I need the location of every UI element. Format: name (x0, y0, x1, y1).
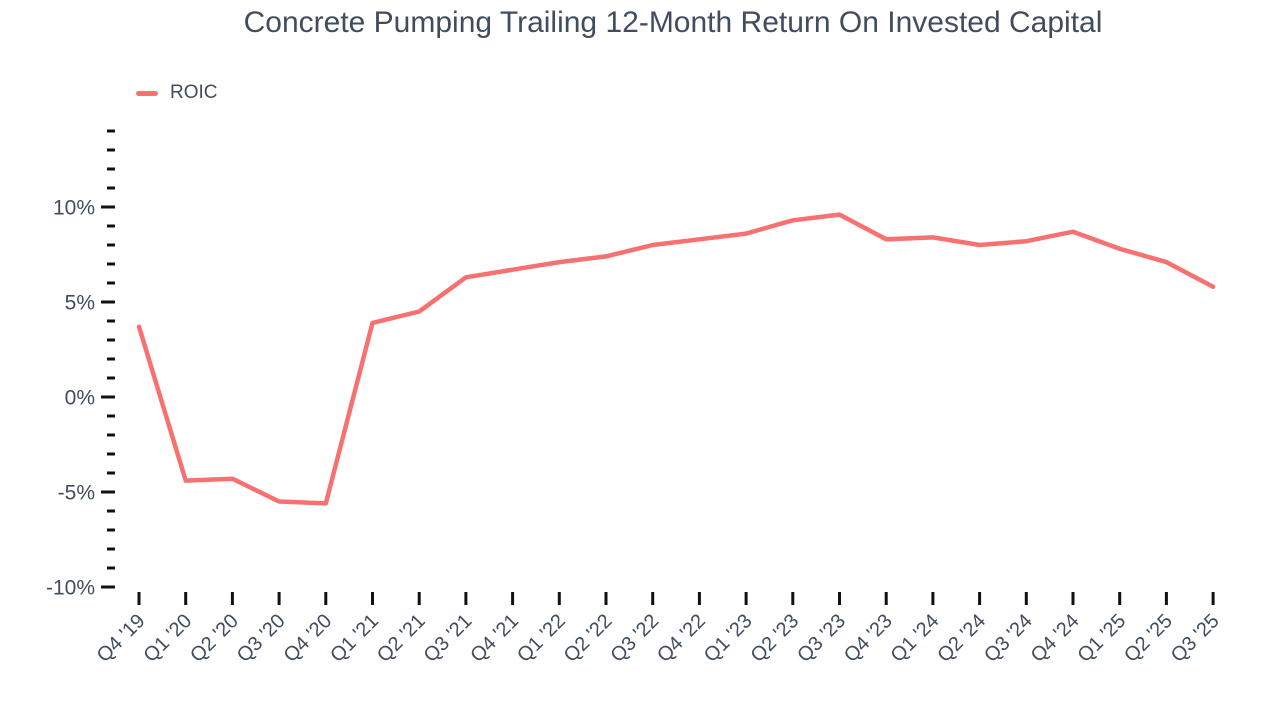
y-axis-label: -10% (46, 577, 95, 600)
x-axis-label: Q2 '25 (1120, 610, 1177, 667)
x-axis-label: Q4 '20 (280, 610, 337, 667)
x-axis-label: Q3 '20 (233, 610, 290, 667)
series-line (136, 212, 1216, 506)
x-axis-label: Q2 '22 (560, 610, 617, 667)
x-axis-label: Q1 '24 (887, 610, 944, 667)
y-axis-label: 10% (53, 197, 95, 220)
x-axis-label: Q2 '23 (747, 610, 804, 667)
chart-title: Concrete Pumping Trailing 12-Month Retur… (243, 6, 1103, 39)
x-axis-label: Q4 '24 (1027, 610, 1084, 667)
x-axis-label: Q1 '20 (139, 610, 196, 667)
x-axis-label: Q3 '21 (420, 610, 477, 667)
legend-line-swatch-icon (136, 90, 158, 96)
x-axis-label: Q2 '24 (933, 610, 990, 667)
y-axis: -10% -5% 0% 5% 10% (46, 129, 115, 600)
x-axis-label: Q3 '24 (980, 610, 1037, 667)
x-axis-label: Q4 '19 (93, 610, 150, 667)
x-axis-label: Q3 '25 (1167, 610, 1224, 667)
roic-line (136, 212, 1216, 506)
x-axis-label: Q2 '20 (186, 610, 243, 667)
y-axis-label: 5% (65, 292, 95, 315)
x-axis-label: Q2 '21 (373, 610, 430, 667)
x-axis-label: Q1 '25 (1073, 610, 1130, 667)
legend-label: ROIC (170, 82, 218, 103)
y-axis-label: 0% (65, 387, 95, 410)
x-axis-label: Q1 '21 (326, 610, 383, 667)
x-axis-label: Q4 '23 (840, 610, 897, 667)
x-axis-label: Q4 '22 (653, 610, 710, 667)
y-axis-label: -5% (58, 482, 95, 505)
x-axis-label: Q3 '22 (606, 610, 663, 667)
x-axis-label: Q1 '22 (513, 610, 570, 667)
legend: ROIC (136, 82, 218, 104)
x-axis-label: Q3 '23 (793, 610, 850, 667)
x-axis-label: Q4 '21 (466, 610, 523, 667)
x-axis-label: Q1 '23 (700, 610, 757, 667)
